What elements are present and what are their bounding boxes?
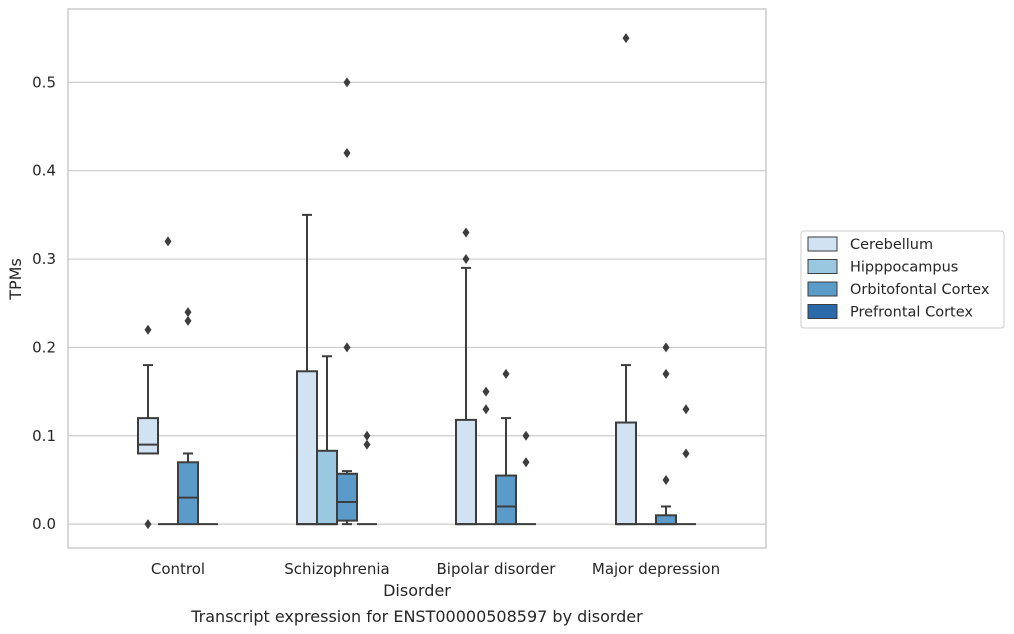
legend-items: Cerebellum Hipppocampus Orbitofontal Corte… — [807, 236, 990, 321]
outlier-point — [343, 148, 351, 159]
outlier-point — [363, 430, 371, 441]
x-tick-label: Control — [151, 560, 205, 578]
outlier-point — [462, 227, 470, 238]
y-tick-label: 0.2 — [32, 338, 56, 356]
outlier-point — [462, 254, 470, 265]
outlier-point — [522, 457, 530, 468]
y-tick-label: 0.3 — [32, 250, 56, 268]
box-iqr — [177, 461, 199, 526]
box-prefrontal-cortex-bipolar-disorder — [516, 430, 536, 526]
outlier-point — [164, 236, 172, 247]
outlier-point — [343, 342, 351, 353]
outlier-point — [363, 439, 371, 450]
outlier-point — [144, 519, 152, 530]
box-orbitofontal-cortex-control — [177, 307, 199, 526]
legend-label: Orbitofontal Cortex — [850, 282, 990, 298]
x-tick-label: Bipolar disorder — [437, 560, 557, 578]
chart-title: Transcript expression for ENST0000050859… — [190, 607, 643, 626]
box-hipppocampus-control — [158, 236, 178, 526]
outlier-point — [662, 342, 670, 353]
box-cerebellum-major-depression — [615, 33, 637, 526]
outlier-point — [144, 324, 152, 335]
box-series — [137, 33, 696, 530]
box-iqr — [137, 417, 159, 455]
box-prefrontal-cortex-schizophrenia — [357, 430, 377, 526]
y-tick-labels: 0.0 0.1 0.2 0.3 0.4 0.5 — [32, 73, 56, 533]
x-axis-title: Disorder — [383, 581, 451, 600]
box-orbitofontal-cortex-major-depression — [655, 342, 677, 526]
box-cerebellum-bipolar-disorder — [455, 227, 477, 526]
y-axis-title: TPMs — [6, 258, 25, 301]
outlier-point — [343, 77, 351, 88]
box-iqr — [495, 474, 517, 526]
outlier-point — [184, 307, 192, 318]
legend-swatch — [807, 304, 838, 319]
box-orbitofontal-cortex-bipolar-disorder — [495, 368, 517, 526]
plot-area — [68, 9, 766, 548]
y-tick-label: 0.1 — [32, 427, 56, 445]
box-iqr — [296, 370, 318, 526]
box-iqr — [336, 472, 358, 522]
box-cerebellum-control — [137, 324, 159, 530]
x-tick-label: Schizophrenia — [284, 560, 389, 578]
outlier-point — [662, 368, 670, 379]
box-hipppocampus-bipolar-disorder — [476, 386, 496, 526]
outlier-point — [662, 474, 670, 485]
legend-label: Prefrontal Cortex — [850, 305, 973, 321]
legend-swatch — [807, 259, 838, 274]
box-cerebellum-schizophrenia — [296, 213, 318, 526]
y-tick-label: 0.5 — [32, 73, 56, 91]
box-iqr — [655, 514, 677, 526]
legend-swatch — [807, 236, 838, 252]
outlier-point — [682, 448, 690, 459]
y-tick-label: 0.0 — [32, 515, 56, 533]
box-iqr — [455, 418, 477, 526]
x-tick-label: Major depression — [592, 560, 720, 578]
outlier-point — [522, 430, 530, 441]
outlier-point — [502, 368, 510, 379]
legend-label: Hipppocampus — [850, 260, 958, 276]
outlier-point — [184, 315, 192, 326]
box-iqr — [615, 421, 637, 526]
legend-swatch — [807, 281, 838, 297]
box-orbitofontal-cortex-schizophrenia — [336, 77, 358, 526]
box-iqr — [316, 449, 338, 526]
x-tick-labels: Control Schizophrenia Bipolar disorder Majo… — [151, 560, 720, 578]
outlier-point — [682, 404, 690, 415]
outlier-point — [482, 386, 490, 397]
outlier-point — [622, 33, 630, 44]
box-prefrontal-cortex-major-depression — [676, 404, 696, 526]
y-tick-label: 0.4 — [32, 162, 56, 180]
legend: Cerebellum Hipppocampus Orbitofontal Corte… — [800, 230, 1005, 329]
legend-box — [800, 230, 1005, 329]
outlier-point — [482, 404, 490, 415]
legend-label: Cerebellum — [850, 237, 933, 253]
plot-frame — [67, 8, 767, 549]
